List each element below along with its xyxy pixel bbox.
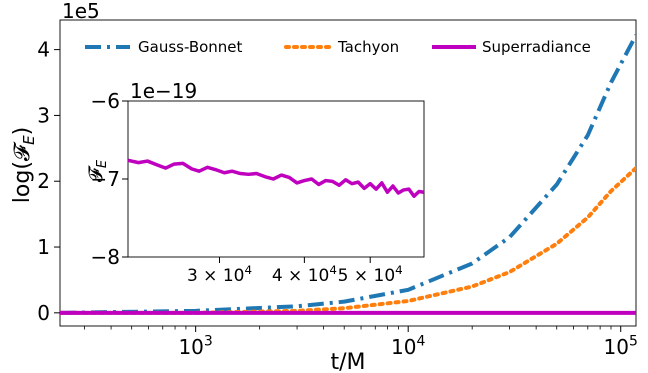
y-tick-label: 2 (37, 169, 50, 193)
x-tick-label: 103 (178, 334, 212, 359)
series-line-gauss-bonnet (60, 34, 636, 315)
y-tick-label: 1 (37, 235, 50, 259)
x-tick-label: 105 (604, 334, 638, 359)
inset-series-line-superradiance (127, 158, 425, 198)
legend: Gauss-Bonnet Tachyon Superradiance (85, 38, 591, 56)
main-plot: 103 104 105 0 1 2 3 4 1e5 t/M log(𝓕E) (10, 0, 638, 373)
legend-label-superradiance: Superradiance (482, 38, 591, 56)
legend-label-gauss-bonnet: Gauss-Bonnet (138, 38, 243, 56)
y-axis-label: log(𝓕E) (10, 127, 38, 203)
inset-y-tick-label: −8 (91, 245, 120, 269)
inset-plot: −6 −7 −8 3 × 104 4 × 104 5 × 104 1e−19 𝓕E (85, 79, 425, 286)
main-series-group (60, 34, 636, 315)
y-tick-label: 0 (37, 301, 50, 325)
x-tick-label: 104 (391, 334, 425, 359)
x-axis-label: t/M (330, 350, 365, 373)
inset-x-tick-label: 4 × 104 (272, 263, 337, 286)
inset-y-axis-label: 𝓕E (85, 159, 110, 182)
y-offset-label: 1e5 (62, 0, 100, 23)
y-tick-label: 3 (37, 103, 50, 127)
legend-label-tachyon: Tachyon (337, 38, 399, 56)
inset-x-tick-label: 5 × 104 (338, 263, 403, 286)
inset-offset-label: 1e−19 (130, 79, 197, 103)
y-tick-label: 4 (37, 38, 50, 62)
main-plot-frame (59, 19, 637, 327)
inset-x-tick-label: 3 × 104 (187, 263, 252, 286)
inset-y-tick-label: −6 (91, 89, 120, 113)
inset-y-tick-label: −7 (91, 167, 120, 191)
